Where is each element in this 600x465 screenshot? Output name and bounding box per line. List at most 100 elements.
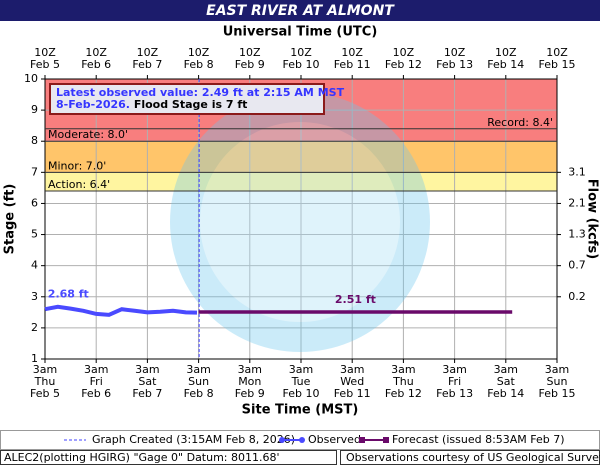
y-tick-label: 2	[31, 321, 38, 334]
plot-frame	[44, 78, 558, 360]
top-tick-date: Feb 5	[30, 58, 60, 71]
x-tick-time: 3am	[186, 363, 210, 376]
x-tick-date: Feb 5	[30, 387, 60, 400]
threshold-label: Action: 6.4'	[48, 178, 110, 191]
top-tick-utc: 10Z	[85, 46, 107, 59]
y2-tick-label: 0.2	[568, 290, 586, 303]
x-tick-date: Feb 9	[235, 387, 265, 400]
x-tick-time: 3am	[391, 363, 415, 376]
annotation-box	[49, 83, 325, 115]
x-tick-weekday: Fri	[90, 375, 103, 388]
top-tick-utc: 10Z	[495, 46, 517, 59]
top-tick-utc: 10Z	[546, 46, 568, 59]
x-tick-time: 3am	[545, 363, 569, 376]
x-tick-date: Feb 12	[385, 387, 422, 400]
x-tick-weekday: Sat	[138, 375, 157, 388]
y-axis-label: Stage (ft)	[3, 184, 18, 255]
value-label: 2.68 ft	[48, 288, 89, 301]
watermark-circle	[170, 92, 430, 352]
top-tick-utc: 10Z	[34, 46, 56, 59]
top-tick-utc: 10Z	[137, 46, 159, 59]
legend-label: Observed	[308, 433, 361, 446]
x-tick-date: Feb 7	[132, 387, 162, 400]
top-tick-date: Feb 10	[283, 58, 320, 71]
y-tick-label: 8	[31, 134, 38, 147]
annotation-date: 8-Feb-2026.	[56, 98, 130, 111]
legend-label: Forecast (issued 8:53AM Feb 7)	[392, 433, 565, 446]
y-tick-label: 3	[31, 290, 38, 303]
y2-tick-label: 3.1	[568, 165, 586, 178]
bottom-axis-label: Site Time (MST)	[242, 403, 359, 418]
x-tick-weekday: Mon	[238, 375, 261, 388]
threshold-label: Minor: 7.0'	[48, 159, 106, 172]
annotation-flood-stage: Flood Stage is 7 ft	[134, 98, 248, 111]
legend-marker	[299, 437, 305, 443]
x-tick-weekday: Tue	[291, 375, 311, 388]
top-tick-date: Feb 11	[334, 58, 371, 71]
top-tick-date: Feb 12	[385, 58, 422, 71]
legend-marker	[359, 437, 365, 443]
x-tick-date: Feb 10	[283, 387, 320, 400]
x-tick-time: 3am	[494, 363, 518, 376]
x-tick-weekday: Sun	[547, 375, 568, 388]
y2-tick-label: 1.3	[568, 228, 586, 241]
x-tick-time: 3am	[84, 363, 108, 376]
x-tick-date: Feb 11	[334, 387, 371, 400]
y-tick-label: 1	[31, 352, 38, 365]
x-tick-weekday: Fri	[448, 375, 461, 388]
top-axis-label: Universal Time (UTC)	[223, 25, 378, 40]
x-tick-date: Feb 15	[539, 387, 576, 400]
y2-tick-label: 0.7	[568, 259, 586, 272]
top-tick-date: Feb 8	[184, 58, 214, 71]
y-tick-label: 9	[31, 103, 38, 116]
y-tick-label: 6	[31, 196, 38, 209]
annotation-line-2: 8-Feb-2026. Flood Stage is 7 ft	[56, 98, 247, 111]
annotation-line-1: Latest observed value: 2.49 ft at 2:15 A…	[56, 86, 345, 99]
top-tick-date: Feb 6	[81, 58, 111, 71]
y-tick-label: 10	[24, 72, 38, 85]
top-tick-date: Feb 13	[436, 58, 473, 71]
top-tick-utc: 10Z	[444, 46, 466, 59]
footer-left: ALEC2(plotting HGIRG) "Gage 0" Datum: 80…	[4, 451, 280, 464]
y-tick-label: 5	[31, 228, 38, 241]
top-tick-utc: 10Z	[188, 46, 210, 59]
x-tick-time: 3am	[289, 363, 313, 376]
footer-right: Observations courtesy of US Geological S…	[346, 451, 600, 464]
top-tick-utc: 10Z	[290, 46, 312, 59]
legend-marker	[383, 437, 389, 443]
legend-label: Graph Created (3:15AM Feb 8, 2026)	[92, 433, 295, 446]
x-tick-date: Feb 13	[436, 387, 473, 400]
x-tick-time: 3am	[340, 363, 364, 376]
chart-title: EAST RIVER AT ALMONT	[206, 3, 395, 19]
observed-line	[44, 304, 198, 317]
x-tick-weekday: Sat	[497, 375, 516, 388]
x-tick-weekday: Thu	[392, 375, 414, 388]
y-tick-label: 4	[31, 259, 38, 272]
watermark-inner	[200, 122, 400, 322]
x-tick-weekday: Sun	[188, 375, 209, 388]
legend-marker	[279, 437, 285, 443]
x-tick-weekday: Thu	[34, 375, 56, 388]
top-tick-utc: 10Z	[393, 46, 415, 59]
top-tick-date: Feb 9	[235, 58, 265, 71]
top-tick-date: Feb 14	[487, 58, 524, 71]
y2-tick-label: 2.1	[568, 196, 586, 209]
top-tick-date: Feb 7	[132, 58, 162, 71]
threshold-label: Record: 8.4'	[487, 116, 553, 129]
top-tick-date: Feb 15	[539, 58, 576, 71]
top-tick-utc: 10Z	[341, 46, 363, 59]
y-tick-label: 7	[31, 165, 38, 178]
x-tick-time: 3am	[442, 363, 466, 376]
x-tick-time: 3am	[238, 363, 262, 376]
top-tick-utc: 10Z	[239, 46, 261, 59]
x-tick-time: 3am	[33, 363, 57, 376]
x-tick-date: Feb 14	[487, 387, 524, 400]
title-bar	[0, 0, 600, 21]
x-tick-date: Feb 6	[81, 387, 111, 400]
x-tick-date: Feb 8	[184, 387, 214, 400]
value-label: 2.51 ft	[335, 293, 376, 306]
threshold-label: Moderate: 8.0'	[48, 128, 128, 141]
y2-axis-label: Flow (kcfs)	[585, 179, 600, 259]
